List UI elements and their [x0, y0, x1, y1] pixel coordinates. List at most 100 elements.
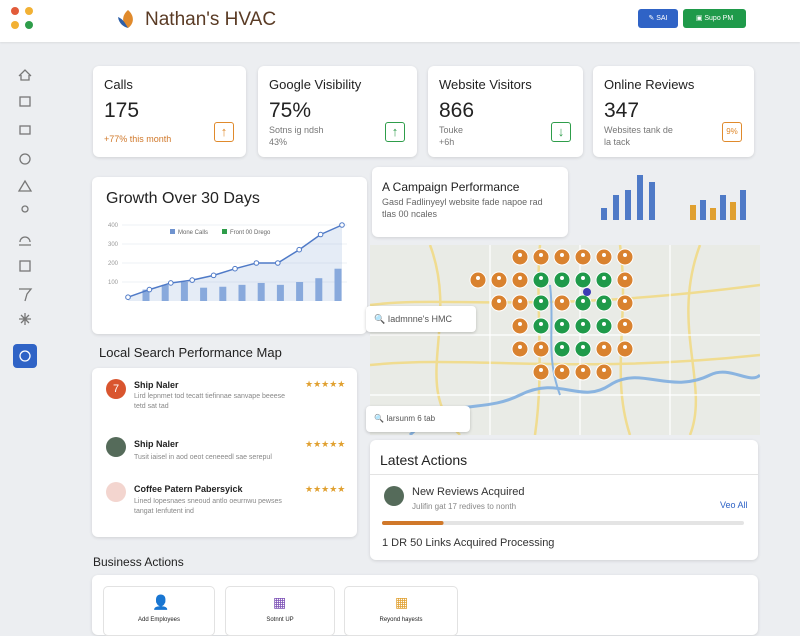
map-search[interactable]: 🔍 Iarsunm 6 tab — [366, 406, 470, 432]
growth-card: Growth Over 30 Days 100 200 300 400 Mone Cal… — [92, 177, 367, 334]
stat-note: Sotns ig ndsh — [269, 125, 324, 135]
map-pin-dot — [581, 345, 585, 349]
map-center — [583, 288, 591, 296]
search-text: Iarsunm 6 tab — [386, 414, 436, 423]
nav-clock[interactable] — [19, 153, 31, 165]
stat-note: Touke — [439, 125, 464, 135]
point — [296, 246, 302, 253]
bar — [180, 282, 188, 301]
progress-fill — [382, 521, 444, 525]
nav-user[interactable] — [21, 205, 29, 213]
action-button[interactable]: ▦ Sotnnt UP — [225, 586, 335, 636]
map-search[interactable]: 🔍 Iadmnne's HMC — [366, 306, 476, 332]
stat-label: Google Visibility — [269, 77, 362, 92]
search-text: Iadmnne's HMC — [387, 314, 452, 324]
review-text: Tusit iaisel in aod oeot ceneeedl sae se… — [134, 454, 272, 461]
legend-label: Mone Calls — [178, 230, 208, 236]
map-pin-dot — [497, 276, 501, 280]
app-menu-icon[interactable] — [10, 6, 40, 36]
stat-icon: ↑ — [385, 122, 405, 142]
map-pin-dot — [560, 253, 564, 257]
review-text: tetd sat tad — [134, 403, 169, 410]
nav-bell[interactable] — [19, 236, 31, 246]
map-pin-dot — [539, 368, 543, 372]
header-button[interactable]: ▣ Supo PM — [683, 9, 746, 28]
stat-note: 43% — [269, 137, 288, 147]
map-pin-dot — [602, 299, 606, 303]
action-avatar — [384, 486, 404, 506]
map-pin-dot — [623, 299, 627, 303]
bar — [276, 284, 284, 301]
nav-briefcase[interactable] — [19, 125, 31, 135]
review-text: tangat Ienfutent ind — [134, 508, 194, 515]
point — [317, 231, 324, 238]
progress-bar — [382, 521, 744, 525]
map-pin-dot — [518, 253, 522, 257]
map-pin-dot — [623, 322, 627, 326]
map-pin-dot — [518, 299, 522, 303]
stat-note: +6h — [439, 137, 455, 147]
header-button[interactable]: ✎ SAI — [638, 9, 678, 28]
nav-alert[interactable] — [17, 179, 33, 192]
legend-swatch — [222, 229, 227, 234]
action-status: 1 DR 50 Links Acquired Processing — [382, 537, 555, 549]
point — [189, 277, 195, 283]
campaign-card: A Campaign Performance Gasd Fadlinyeyl w… — [372, 167, 568, 237]
stat-icon: ↑ — [214, 122, 234, 142]
card-text: tlas 00 ncales — [382, 209, 438, 219]
map-pin-dot — [623, 345, 627, 349]
mini-bar — [700, 200, 706, 220]
map-pin-dot — [602, 322, 606, 326]
mini-bar — [710, 208, 716, 220]
point — [125, 294, 131, 300]
map-pin-dot — [623, 276, 627, 280]
mini-bar — [625, 190, 631, 220]
stat-value: 347 — [604, 99, 640, 122]
nav-settings[interactable] — [19, 313, 31, 325]
map-pin-dot — [581, 322, 585, 326]
action-button[interactable]: 👤 Add Employees — [103, 586, 215, 636]
map-pin-dot — [539, 299, 543, 303]
review-stars: ★★★★★ — [305, 484, 346, 494]
logo-icon — [118, 10, 133, 28]
button-label: Reyond hayests — [379, 617, 423, 623]
nav-home[interactable] — [18, 69, 32, 81]
stat-card: Website Visitors 866 Touke +6h ↓ — [428, 66, 583, 157]
review-name: Coffee Patern Pabersyick — [134, 484, 243, 494]
card-title: Latest Actions — [380, 452, 468, 468]
action-button[interactable]: ▦ Reyond hayests — [344, 586, 458, 636]
business-actions-card: 👤 Add Employees ▦ Sotnnt UP ▦ Reyond hayest… — [92, 575, 758, 636]
button-label: Sotnnt UP — [266, 617, 294, 623]
growth-chart: 100 200 300 400 Mone Calls Front 00 Drego — [108, 222, 347, 301]
map-pin-dot — [602, 368, 606, 372]
map-pin-dot — [539, 322, 543, 326]
stat-card: Google Visibility 75% Sotns ig ndsh 43% … — [258, 66, 417, 157]
map-pin-dot — [623, 253, 627, 257]
map-pin-dot — [560, 299, 564, 303]
mini-charts — [601, 175, 746, 220]
stat-note: +77% this month — [104, 134, 172, 144]
reviews-card: 7 Ship Naler ★★★★★ Lird lepnmet tod teca… — [92, 368, 357, 537]
point — [275, 260, 281, 266]
nav-filter[interactable] — [19, 288, 33, 302]
map-pin-dot — [518, 322, 522, 326]
y-tick-label: 400 — [108, 223, 119, 229]
legend-label: Front 00 Drego — [230, 230, 271, 236]
view-all-link[interactable]: Veo All — [720, 500, 748, 510]
nav-active[interactable] — [13, 344, 37, 368]
map-pin-dot — [560, 322, 564, 326]
mini-bar — [613, 195, 619, 220]
map-pin-dot — [539, 276, 543, 280]
map-pin-dot — [602, 345, 606, 349]
map-pin-dot — [497, 299, 501, 303]
bar — [257, 282, 265, 301]
map-pin-dot — [560, 345, 564, 349]
nav-list[interactable] — [19, 260, 31, 272]
nav-calendar[interactable] — [19, 96, 31, 107]
point — [146, 286, 153, 293]
stat-value: 75% — [269, 99, 312, 122]
map[interactable] — [370, 245, 760, 435]
review-avatar — [106, 482, 126, 502]
map-pin-dot — [476, 276, 480, 280]
